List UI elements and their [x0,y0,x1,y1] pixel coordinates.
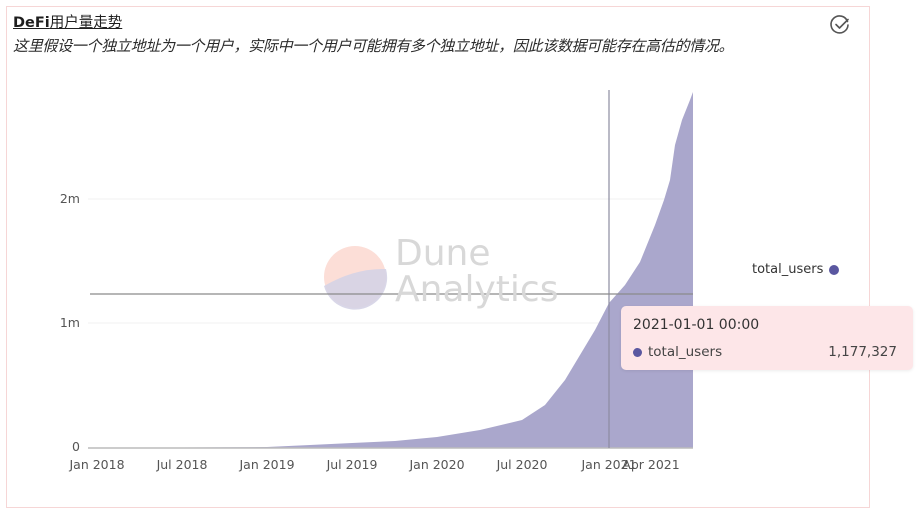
tooltip-timestamp: 2021-01-01 00:00 [633,317,760,333]
title-prefix: DeFi [13,15,50,31]
check-circle-icon[interactable] [829,14,851,36]
legend-item-total-users[interactable]: total_users [752,262,840,277]
legend-label: total_users [752,262,824,277]
x-tick: Jan 2021 [580,457,636,472]
tooltip-value: 1,177,327 [828,344,897,360]
series-dot-icon [633,347,642,357]
title-suffix: 用户量走势 [49,15,123,31]
x-tick: Jan 2020 [408,457,464,472]
watermark-text: Dune Analytics [395,236,558,308]
y-tick-2m: 2m [60,191,80,206]
dune-watermark-logo [324,246,388,310]
tooltip-series-name: total_users [648,344,723,360]
area-series-total-users [88,92,693,448]
x-tick: Jul 2018 [156,457,208,472]
x-tick: Jul 2019 [326,457,378,472]
x-tick: Jan 2018 [68,457,124,472]
legend-dot-icon [829,264,840,275]
hover-tooltip: 2021-01-01 00:00 total_users 1,177,327 [621,306,913,370]
chart-card [6,6,870,508]
chart-subtitle: 这里假设一个独立地址为一个用户，实际中一个用户可能拥有多个独立地址，因此该数据可… [13,37,734,55]
x-tick: Apr 2021 [622,457,679,472]
watermark-line1: Dune [395,233,491,274]
y-tick-1m: 1m [60,315,80,330]
chart-title[interactable]: DeFi用户量走势 [13,11,122,32]
x-tick: Jan 2019 [238,457,294,472]
tooltip-row: total_users 1,177,327 [633,344,897,360]
y-tick-0: 0 [72,439,80,454]
x-tick: Jul 2020 [496,457,548,472]
watermark-line2: Analytics [395,269,559,310]
